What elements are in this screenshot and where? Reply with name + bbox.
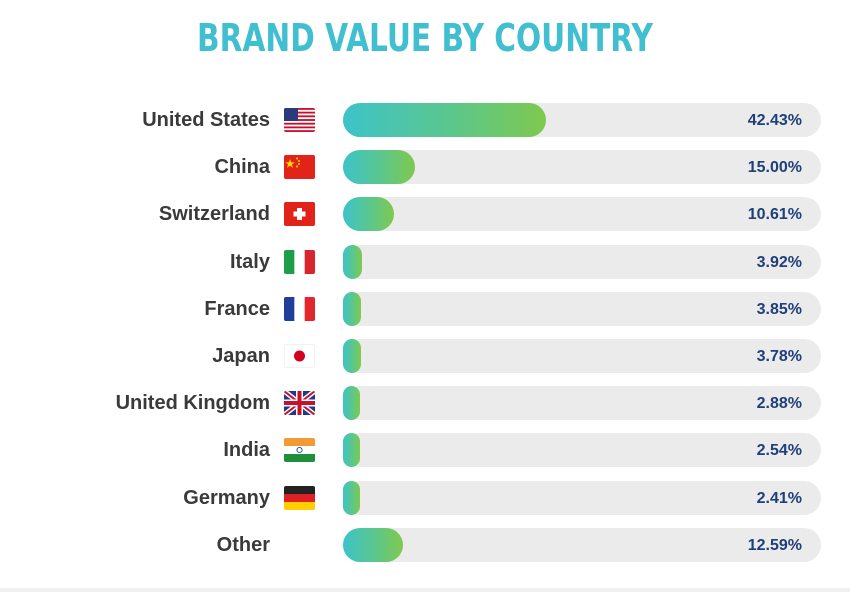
france-flag-icon xyxy=(284,296,315,321)
category-label: Other xyxy=(216,533,270,556)
bar xyxy=(343,244,362,279)
bar-row: China 15.00% xyxy=(0,149,850,185)
germany-flag-icon xyxy=(284,485,315,510)
chart-title: BRAND VALUE BY COUNTRY xyxy=(197,16,653,60)
bar-track xyxy=(343,433,821,468)
bar-track xyxy=(343,386,821,421)
category-label: Germany xyxy=(183,486,270,509)
bar xyxy=(343,527,404,562)
value-label: 3.92% xyxy=(756,253,802,271)
category-label: United Kingdom xyxy=(115,392,270,415)
value-label: 12.59% xyxy=(747,536,802,554)
bar-row: Germany 2.41% xyxy=(0,480,850,516)
japan-flag-icon xyxy=(284,344,315,368)
bar-row: France 3.85% xyxy=(0,291,850,327)
category-label: United States xyxy=(142,109,270,131)
bar xyxy=(343,103,546,137)
bar-row: United States 42.43% xyxy=(0,102,850,138)
bar-track xyxy=(343,527,821,562)
bar-row: Japan 3.78% xyxy=(0,338,850,374)
us-flag-icon xyxy=(284,108,315,132)
bar-row: Switzerland 10.61% xyxy=(0,196,850,232)
value-label: 2.54% xyxy=(756,442,802,460)
bar-row: Italy 3.92% xyxy=(0,244,850,280)
china-flag-icon xyxy=(284,155,315,180)
bar xyxy=(343,197,394,232)
bar-track xyxy=(343,480,821,515)
category-label: China xyxy=(214,156,270,179)
value-label: 2.88% xyxy=(756,395,802,413)
category-label: Japan xyxy=(212,345,270,367)
bar-track xyxy=(343,291,821,326)
switzerland-flag-icon xyxy=(284,202,315,227)
value-label: 2.41% xyxy=(756,489,802,507)
value-label: 42.43% xyxy=(747,112,802,129)
bar-track xyxy=(343,197,821,232)
bar-row: India 2.54% xyxy=(0,432,850,468)
italy-flag-icon xyxy=(284,249,315,274)
bar-track xyxy=(343,244,821,279)
value-label: 15.00% xyxy=(747,159,802,177)
category-label: France xyxy=(204,297,270,320)
bar xyxy=(343,386,360,421)
category-label: Switzerland xyxy=(158,203,270,226)
bar xyxy=(343,150,415,185)
bar xyxy=(343,480,360,515)
bar-track xyxy=(343,339,821,373)
uk-flag-icon xyxy=(284,391,315,416)
value-label: 3.78% xyxy=(756,348,802,365)
bar-track xyxy=(343,150,821,185)
bar xyxy=(343,291,362,326)
category-label: Italy xyxy=(229,250,270,273)
value-label: 3.85% xyxy=(756,300,802,318)
bar-row: United Kingdom 2.88% xyxy=(0,385,850,421)
bottom-divider xyxy=(0,588,850,592)
india-flag-icon xyxy=(284,438,315,463)
bar xyxy=(343,339,362,373)
bar-row: Other 12.59% xyxy=(0,527,850,563)
bar xyxy=(343,433,360,468)
value-label: 10.61% xyxy=(747,206,802,224)
category-label: India xyxy=(223,439,270,462)
